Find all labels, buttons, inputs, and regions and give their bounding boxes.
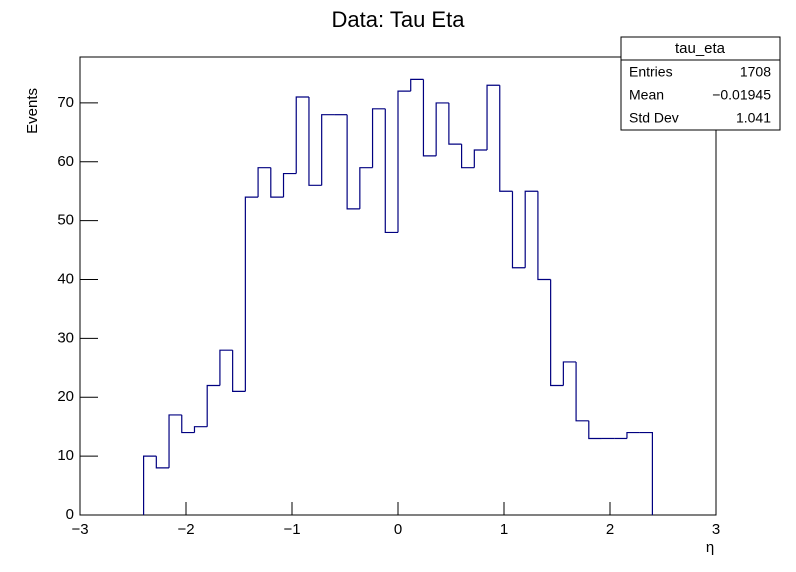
histogram-bin xyxy=(461,144,475,169)
stats-label: Std Dev xyxy=(629,110,679,126)
histogram-bin xyxy=(575,361,589,422)
histogram-bin xyxy=(143,455,157,515)
x-tick-label: −3 xyxy=(71,521,88,538)
stats-label: Mean xyxy=(629,87,664,103)
histogram-bin xyxy=(321,114,335,186)
histogram-bin xyxy=(524,190,538,268)
histogram-bin xyxy=(626,431,640,439)
chart-title: Data: Tau Eta xyxy=(332,7,466,32)
stats-frame xyxy=(620,36,781,131)
y-tick-label: 40 xyxy=(57,270,74,287)
histogram-bin xyxy=(639,431,653,515)
histogram-bin xyxy=(537,191,551,281)
x-tick-label: 3 xyxy=(712,521,720,538)
stats-label: Entries xyxy=(629,64,673,80)
y-tick-label: 50 xyxy=(57,212,74,229)
x-tick-label: 1 xyxy=(500,521,508,538)
y-tick-label: 0 xyxy=(66,506,74,523)
histogram-bin xyxy=(282,172,297,198)
x-tick-label: −2 xyxy=(177,521,194,538)
histogram-bin xyxy=(473,149,488,168)
x-axis-label: η xyxy=(706,539,714,556)
histogram-bin xyxy=(346,114,360,210)
stats-title: tau_eta xyxy=(675,40,726,57)
histogram-bin xyxy=(359,167,373,209)
histogram-bin xyxy=(486,84,500,151)
histogram-bin xyxy=(435,102,449,156)
y-tick-label: 60 xyxy=(57,153,74,170)
x-tick-label: 0 xyxy=(394,521,402,538)
histogram-bin xyxy=(384,108,398,234)
histogram-bin xyxy=(257,167,271,198)
y-tick-label: 70 xyxy=(57,94,74,111)
y-tick-label: 10 xyxy=(57,447,74,464)
y-axis-label: Events xyxy=(24,88,41,134)
histogram-bin xyxy=(550,279,564,387)
histogram-bin xyxy=(270,167,284,198)
histogram-bin xyxy=(422,79,437,157)
y-tick-label: 20 xyxy=(57,388,74,405)
stats-value: −0.01945 xyxy=(712,87,771,103)
stats-value: 1.041 xyxy=(736,110,771,126)
histogram-bin xyxy=(155,456,170,469)
histogram-bin xyxy=(397,90,411,233)
histogram-bin xyxy=(181,414,195,434)
histogram-bin xyxy=(371,108,386,168)
histogram-bin xyxy=(168,414,182,468)
histogram-bin xyxy=(511,191,526,269)
histogram-bin xyxy=(588,420,602,440)
x-tick-label: −1 xyxy=(283,521,300,538)
x-tick-label: 2 xyxy=(606,521,614,538)
histogram-bin xyxy=(499,85,513,192)
stats-box: tau_eta Entries 1708 Mean −0.01945 Std D… xyxy=(620,36,781,131)
histogram-bin xyxy=(410,78,424,92)
histogram-bin xyxy=(562,361,577,386)
histogram-bin xyxy=(244,196,259,392)
histogram-bin xyxy=(308,97,322,186)
histogram-bin xyxy=(219,349,233,386)
y-tick-label: 30 xyxy=(57,329,74,346)
histogram-bin xyxy=(295,96,309,174)
histogram-bin xyxy=(206,384,220,427)
histogram-bin xyxy=(448,102,462,145)
histogram-bin xyxy=(232,350,246,392)
stats-value: 1708 xyxy=(740,64,771,80)
histogram-bin xyxy=(193,426,208,433)
